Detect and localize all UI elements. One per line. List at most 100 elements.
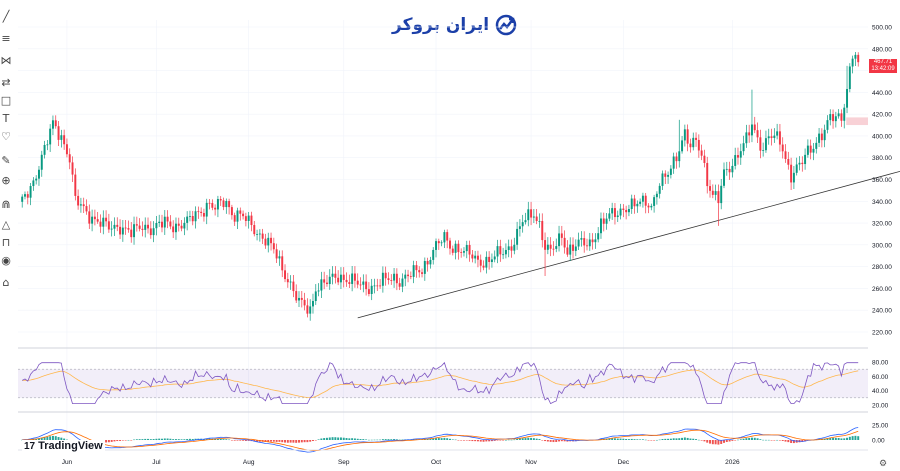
candle [264, 238, 267, 246]
macd-histogram-bar [152, 439, 155, 440]
candle [367, 289, 370, 295]
time-tick-label: Jul [152, 459, 161, 466]
zoom-icon[interactable]: ⊕ [1, 174, 11, 187]
macd-histogram-bar [476, 440, 479, 442]
candle [812, 148, 815, 153]
candle [127, 228, 130, 230]
candle [242, 213, 245, 217]
candle [468, 244, 471, 255]
macd-histogram-bar [359, 439, 362, 440]
rsi-lines [18, 361, 868, 405]
candle [653, 197, 656, 206]
macd-histogram-bar [295, 440, 298, 443]
macd-histogram-bar [664, 438, 667, 440]
macd-histogram-bar [516, 438, 519, 440]
macd-histogram-bar [739, 439, 742, 440]
macd-histogram-bar [437, 438, 440, 440]
rsi-tick-label: 40.00 [872, 388, 889, 395]
macd-histogram-bar [843, 438, 846, 440]
candle [720, 185, 723, 204]
rectangle-icon[interactable]: □ [0, 94, 12, 107]
text-icon[interactable]: T [2, 112, 10, 125]
candle [135, 224, 138, 226]
eye-icon[interactable]: ◉ [1, 254, 11, 267]
candle [493, 256, 496, 260]
candle [639, 201, 642, 204]
macd-histogram-bar [398, 439, 401, 441]
pitchfork-icon[interactable]: ⋈ [0, 54, 12, 67]
candle [753, 124, 756, 131]
candle [569, 244, 572, 255]
tradingview-logo[interactable]: 17 TradingView [22, 440, 105, 452]
macd-histogram-bar [471, 440, 474, 442]
trendline-icon[interactable]: ╱ [2, 10, 10, 23]
candle [298, 297, 300, 301]
candle [798, 162, 801, 165]
macd-histogram-bar [365, 439, 368, 440]
lock-icon[interactable]: ⊓ [1, 236, 11, 249]
macd-histogram-bar [205, 438, 208, 440]
candle [706, 162, 709, 187]
fib-icon[interactable]: ⇄ [1, 76, 11, 89]
heart-icon[interactable]: ♡ [1, 130, 11, 143]
macd-histogram-bar [110, 440, 113, 442]
candle [616, 215, 619, 218]
trash-icon[interactable]: ⌂ [2, 276, 10, 289]
macd-signal-line [22, 429, 859, 451]
candle [71, 162, 74, 175]
candle [429, 259, 432, 265]
ruler-icon[interactable]: △ [1, 218, 11, 231]
macd-histogram-bar [460, 440, 463, 441]
macd-histogram-bar [851, 436, 854, 440]
macd-histogram-bar [63, 438, 66, 440]
candle [530, 209, 533, 218]
macd-histogram-bar [149, 439, 152, 440]
macd-histogram-bar [488, 440, 491, 442]
macd-histogram-bar [695, 439, 698, 440]
price-tick-label: 220.00 [872, 330, 892, 337]
macd-histogram-bar [681, 437, 684, 440]
last-price-value: 467.71 [873, 59, 893, 65]
macd-histogram-bar [337, 437, 340, 440]
macd-histogram-bar [530, 437, 533, 440]
candle [314, 291, 317, 302]
candle [395, 273, 398, 284]
macd-histogram-bar [468, 440, 471, 441]
candle [834, 116, 837, 122]
candle [435, 241, 437, 250]
macd-histogram-bar [714, 440, 717, 445]
candle [421, 272, 424, 274]
magnet-icon[interactable]: ⋒ [1, 198, 11, 211]
candle [93, 216, 96, 220]
rsi-axis: 80.00 60.00 40.00 20.00 [872, 360, 889, 410]
candle [169, 221, 172, 227]
macd-histogram-bar [188, 438, 191, 440]
candle [37, 169, 40, 179]
candle [776, 131, 779, 136]
macd-histogram-bar [158, 438, 161, 440]
macd-histogram-bar [65, 439, 68, 441]
candle [490, 259, 493, 262]
brush-icon[interactable]: ✎ [1, 154, 11, 167]
horizontal-lines-icon[interactable]: ≡ [1, 32, 11, 45]
macd-histogram-bar [387, 439, 390, 440]
candle [172, 226, 175, 233]
macd-histogram-bar [560, 440, 563, 442]
candle [144, 224, 147, 230]
candle [188, 216, 191, 217]
macd-histogram-bar [121, 440, 124, 441]
candle [216, 199, 219, 210]
candle [325, 282, 328, 285]
macd-histogram-bar [801, 440, 804, 442]
candle [650, 205, 653, 208]
macd-histogram-bar [826, 438, 829, 440]
candle [228, 201, 231, 208]
macd-histogram-bar [233, 440, 236, 441]
candle [177, 223, 180, 226]
candle [54, 120, 57, 127]
candle [437, 241, 440, 244]
settings-gear-icon[interactable]: ⚙ [879, 458, 888, 468]
macd-histogram-bar [342, 437, 345, 440]
candle [516, 228, 519, 245]
